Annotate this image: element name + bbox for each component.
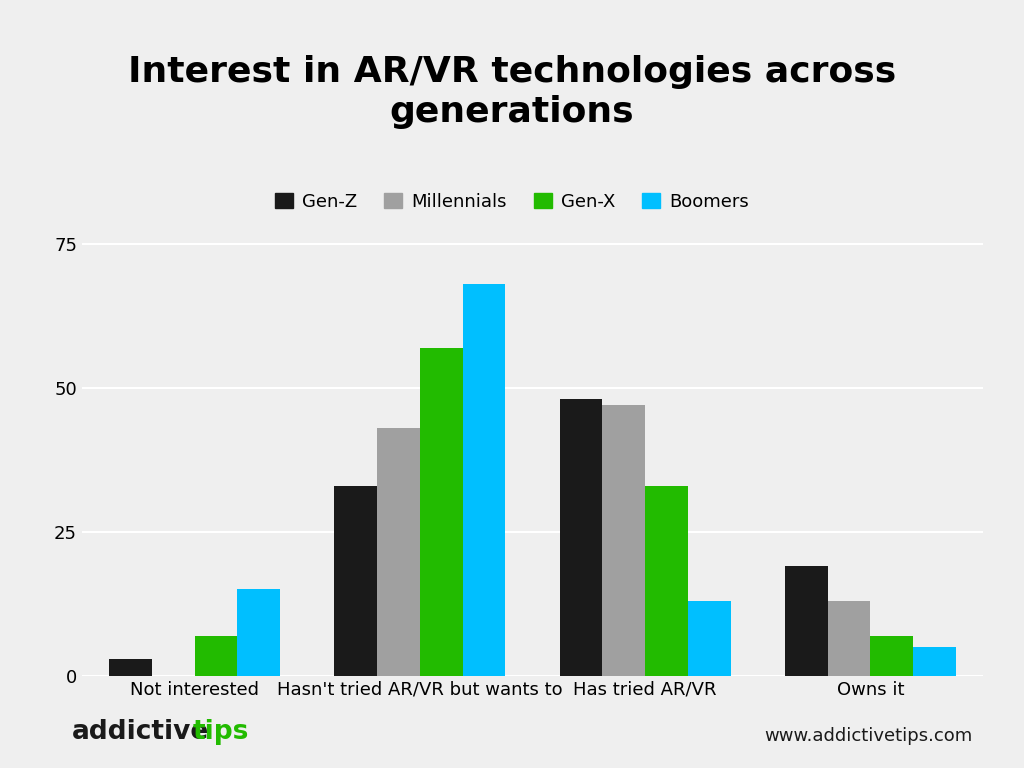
Bar (827, 601, 870, 676)
Text: Interest in AR/VR technologies across
generations: Interest in AR/VR technologies across ge… (128, 55, 896, 129)
Bar (559, 399, 602, 676)
Bar (913, 647, 956, 676)
Legend: Gen-Z, Millennials, Gen-X, Boomers: Gen-Z, Millennials, Gen-X, Boomers (267, 186, 757, 218)
Bar (334, 486, 377, 676)
Text: tips: tips (193, 719, 249, 745)
Bar (645, 486, 688, 676)
Bar (688, 601, 731, 676)
Bar (109, 659, 152, 676)
Bar (784, 567, 827, 676)
Bar (420, 347, 463, 676)
Bar (195, 636, 238, 676)
Bar (377, 429, 420, 676)
Bar (238, 590, 281, 676)
Text: addictive: addictive (72, 719, 209, 745)
Bar (463, 284, 506, 676)
Text: www.addictivetips.com: www.addictivetips.com (765, 727, 973, 745)
Bar (870, 636, 913, 676)
Bar (602, 405, 645, 676)
